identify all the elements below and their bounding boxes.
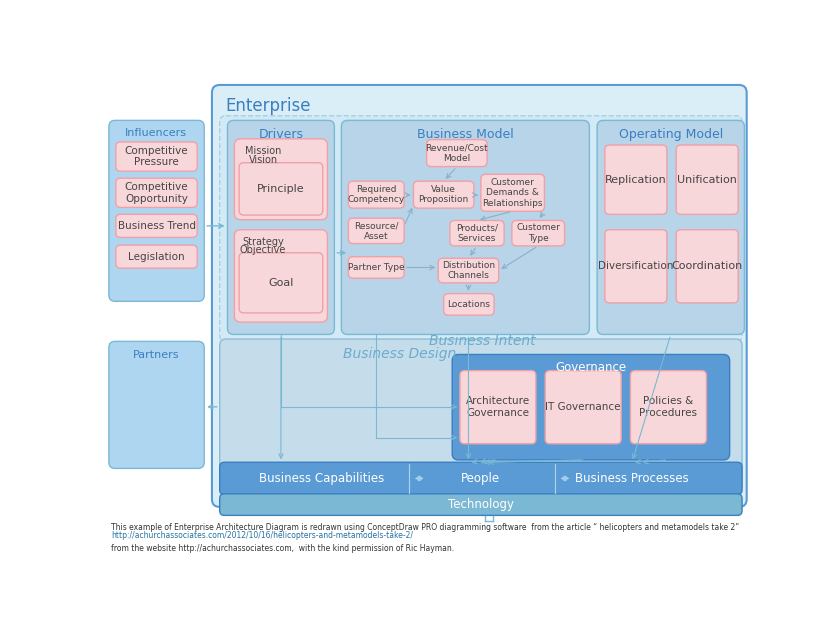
Text: Replication: Replication [605, 175, 667, 185]
Text: Legislation: Legislation [129, 252, 185, 262]
Text: Influencers: Influencers [125, 128, 187, 138]
Text: Partners: Partners [133, 350, 180, 360]
Text: Mission: Mission [245, 146, 281, 156]
FancyBboxPatch shape [220, 463, 742, 495]
Text: Policies &
Procedures: Policies & Procedures [639, 396, 697, 418]
Text: Business Capabilities: Business Capabilities [260, 472, 385, 485]
FancyBboxPatch shape [676, 230, 738, 303]
Text: Drivers: Drivers [259, 128, 303, 141]
Text: Business Model: Business Model [417, 128, 514, 141]
Text: Value
Proposition: Value Proposition [418, 185, 469, 204]
FancyBboxPatch shape [413, 181, 474, 208]
FancyBboxPatch shape [116, 245, 197, 268]
FancyBboxPatch shape [228, 121, 334, 334]
Text: Vision: Vision [249, 155, 278, 165]
Text: Resource/
Asset: Resource/ Asset [354, 221, 398, 240]
Text: Business Intent: Business Intent [429, 334, 536, 348]
Text: Partner Type: Partner Type [348, 263, 405, 272]
Text: Revenue/Cost
Model: Revenue/Cost Model [426, 143, 488, 163]
FancyBboxPatch shape [450, 220, 504, 246]
FancyBboxPatch shape [116, 215, 197, 237]
Text: Strategy: Strategy [242, 237, 284, 247]
Text: Products/
Services: Products/ Services [456, 223, 498, 243]
FancyBboxPatch shape [605, 230, 667, 303]
Text: Competitive
Pressure: Competitive Pressure [124, 146, 188, 167]
FancyBboxPatch shape [109, 341, 204, 468]
FancyBboxPatch shape [109, 121, 204, 302]
Text: Diversification: Diversification [598, 261, 674, 271]
FancyBboxPatch shape [349, 218, 404, 244]
Text: Business Trend: Business Trend [118, 221, 196, 231]
FancyBboxPatch shape [676, 145, 738, 215]
FancyBboxPatch shape [452, 355, 730, 460]
Text: Operating Model: Operating Model [618, 128, 723, 141]
Text: Governance: Governance [555, 361, 627, 374]
FancyBboxPatch shape [116, 142, 197, 171]
Text: Locations: Locations [448, 300, 491, 309]
FancyBboxPatch shape [239, 163, 323, 215]
Text: Customer
Type: Customer Type [517, 223, 560, 243]
Text: Required
Competency: Required Competency [348, 185, 405, 204]
Text: People: People [461, 472, 501, 485]
Text: Objective: Objective [240, 245, 286, 255]
FancyBboxPatch shape [605, 145, 667, 215]
FancyBboxPatch shape [460, 370, 536, 444]
Text: Business Processes: Business Processes [575, 472, 689, 485]
FancyBboxPatch shape [341, 121, 590, 334]
Text: Principle: Principle [257, 184, 305, 194]
FancyBboxPatch shape [116, 178, 197, 208]
FancyBboxPatch shape [220, 494, 742, 516]
FancyBboxPatch shape [631, 370, 706, 444]
FancyBboxPatch shape [212, 85, 747, 507]
Text: from the website http://achurchassociates.com,  with the kind permission of Ric : from the website http://achurchassociate… [111, 544, 454, 553]
FancyBboxPatch shape [545, 370, 621, 444]
FancyBboxPatch shape [512, 220, 564, 246]
Text: Distribution
Channels: Distribution Channels [442, 261, 495, 280]
FancyBboxPatch shape [444, 293, 494, 316]
FancyBboxPatch shape [349, 257, 404, 278]
FancyBboxPatch shape [220, 115, 742, 341]
FancyBboxPatch shape [427, 139, 487, 167]
Text: Business Design: Business Design [343, 347, 456, 361]
Text: Goal: Goal [268, 278, 294, 288]
Text: Coordination: Coordination [671, 261, 743, 271]
Text: Enterprise: Enterprise [225, 97, 311, 115]
Text: Customer
Demands &
Relationships: Customer Demands & Relationships [482, 178, 543, 208]
Text: http://achurchassociates.com/2012/10/16/helicopters-and-metamodels-take-2/: http://achurchassociates.com/2012/10/16/… [111, 531, 413, 541]
Text: Unification: Unification [677, 175, 738, 185]
Text: Technology: Technology [448, 498, 514, 511]
FancyBboxPatch shape [234, 139, 328, 220]
Text: This example of Enterprise Architecture Diagram is redrawn using ConceptDraw PRO: This example of Enterprise Architecture … [111, 523, 739, 532]
FancyBboxPatch shape [349, 181, 404, 208]
FancyBboxPatch shape [480, 174, 544, 211]
FancyBboxPatch shape [239, 253, 323, 313]
FancyBboxPatch shape [220, 339, 742, 492]
FancyBboxPatch shape [234, 230, 328, 322]
FancyBboxPatch shape [597, 121, 744, 334]
Text: Competitive
Opportunity: Competitive Opportunity [124, 182, 188, 204]
Text: IT Governance: IT Governance [545, 402, 621, 412]
FancyBboxPatch shape [438, 258, 499, 283]
Text: Architecture
Governance: Architecture Governance [466, 396, 530, 418]
